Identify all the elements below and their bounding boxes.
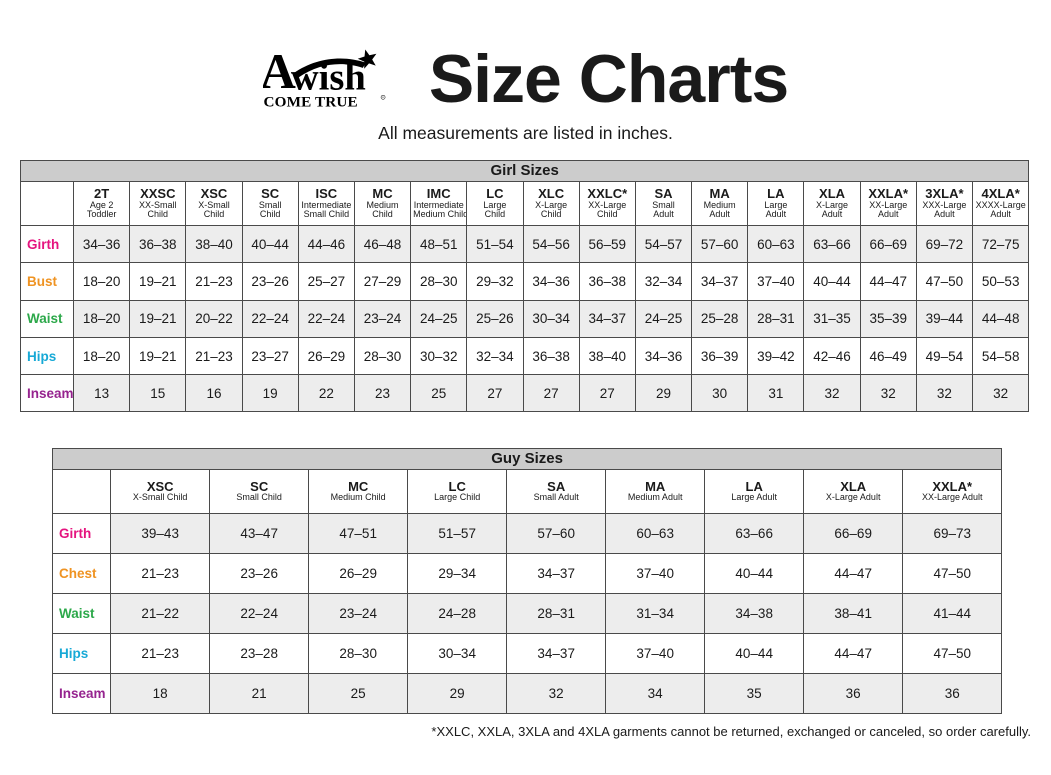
svg-text:COME TRUE: COME TRUE <box>263 93 357 110</box>
